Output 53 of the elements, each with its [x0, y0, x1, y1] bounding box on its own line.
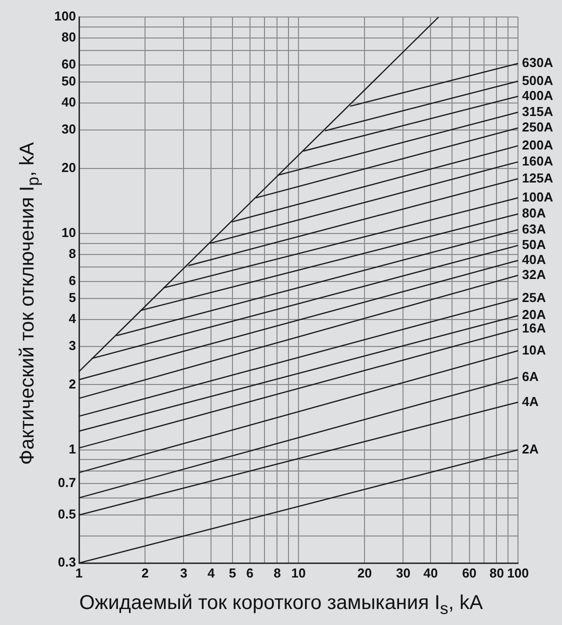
- y-tick-label: 20: [62, 160, 76, 175]
- series-label: 2A: [522, 441, 540, 456]
- y-tick-label: 6: [68, 273, 76, 288]
- y-tick-label: 80: [62, 30, 76, 45]
- series-label: 63A: [522, 221, 546, 236]
- series-label: 160A: [522, 153, 554, 168]
- x-tick-label: 20: [357, 565, 372, 580]
- series-label: 630A: [522, 55, 554, 70]
- series-label: 315A: [522, 104, 554, 119]
- y-tick-label: 4: [68, 311, 77, 326]
- x-tick-label: 5: [228, 565, 236, 580]
- series-label: 500A: [522, 72, 554, 88]
- x-tick-label: 100: [507, 565, 529, 580]
- series-label: 80A: [522, 206, 546, 221]
- y-tick-label: 0.3: [58, 554, 76, 570]
- y-tick-label: 0.7: [58, 474, 76, 490]
- series-label: 20A: [522, 307, 546, 322]
- x-tick-label: 8: [274, 565, 281, 580]
- y-tick-label: 10: [62, 225, 76, 240]
- series-label: 100A: [522, 189, 554, 204]
- x-tick-label: 6: [246, 565, 254, 580]
- series-label: 6A: [522, 369, 540, 384]
- y-tick-label: 1: [68, 441, 76, 456]
- series-label: 125A: [522, 170, 554, 186]
- series-label: 200A: [522, 137, 554, 152]
- x-axis-title: Ожидаемый ток короткого замыкания I$_{s}$, kA: [78, 592, 484, 619]
- series-label: 250A: [522, 120, 554, 135]
- y-tick-label: 2: [68, 376, 76, 392]
- x-tick-label: 3: [180, 565, 188, 580]
- y-tick-label: 0.5: [58, 506, 76, 522]
- y-tick-label: 100: [54, 8, 76, 24]
- x-tick-label: 80: [489, 565, 504, 580]
- x-tick-label: 10: [291, 565, 306, 580]
- y-tick-label: 5: [68, 290, 76, 306]
- x-tick-label: 40: [423, 565, 438, 580]
- y-tick-label: 40: [62, 94, 76, 110]
- series-label: 32A: [522, 266, 546, 282]
- y-tick-label: 3: [68, 338, 76, 354]
- x-tick-label: 60: [462, 565, 477, 580]
- series-label: 40A: [522, 252, 546, 268]
- series-label: 4A: [522, 394, 540, 409]
- y-tick-label: 30: [62, 122, 76, 137]
- series-label: 400A: [522, 88, 554, 103]
- series-label: 16A: [522, 320, 546, 336]
- series-label: 25A: [522, 290, 546, 306]
- y-tick-label: 60: [62, 56, 76, 72]
- x-tick-label: 4: [208, 565, 216, 580]
- x-tick-label: 30: [396, 565, 410, 580]
- series-label: 10A: [522, 342, 546, 358]
- series-label: 50A: [522, 237, 546, 252]
- y-tick-label: 8: [68, 246, 76, 261]
- x-tick-label: 2: [141, 565, 149, 580]
- y-tick-label: 50: [62, 74, 76, 89]
